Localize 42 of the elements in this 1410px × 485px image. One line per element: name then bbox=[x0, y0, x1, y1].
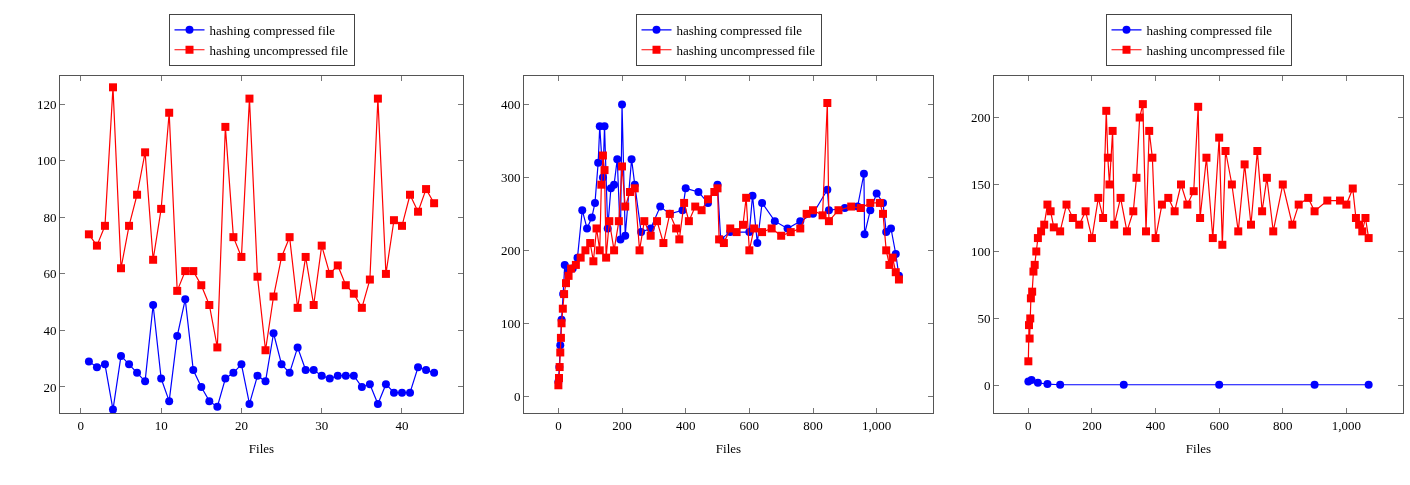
x-tick-label: 1,000 bbox=[862, 417, 892, 433]
y-tick-label: 0 bbox=[513, 388, 521, 404]
x-tick-label: 40 bbox=[395, 417, 409, 433]
y-tick-label: 40 bbox=[43, 323, 57, 338]
x-tick-label: 600 bbox=[1209, 417, 1229, 433]
x-tick-label: 800 bbox=[1273, 417, 1293, 433]
y-tick-label: 100 bbox=[970, 244, 991, 260]
x-tick-label: 600 bbox=[739, 417, 760, 433]
x-tick-label: 400 bbox=[675, 417, 696, 433]
x-tick-label: 200 bbox=[1082, 417, 1102, 433]
x-tick-label: 0 bbox=[77, 417, 85, 433]
y-tick-label: 100 bbox=[500, 315, 521, 331]
x-tick-label: 10 bbox=[154, 417, 168, 433]
y-tick-label: 200 bbox=[500, 242, 521, 258]
y-tick-label: 150 bbox=[970, 177, 991, 193]
x-tick-label: 1,000 bbox=[1331, 417, 1362, 433]
x-tick-label: 20 bbox=[234, 417, 248, 433]
x-tick-label: 30 bbox=[315, 417, 329, 433]
x-axis-title: Files bbox=[248, 441, 275, 457]
y-tick-label: 80 bbox=[43, 209, 57, 225]
x-tick-label: 200 bbox=[612, 417, 632, 433]
y-tick-label: 300 bbox=[500, 169, 521, 185]
legend-label: hashing uncompressed file bbox=[1146, 42, 1286, 58]
legend-label: hashing uncompressed file bbox=[676, 42, 816, 58]
y-tick-label: 0 bbox=[983, 377, 991, 393]
y-tick-label: 200 bbox=[970, 110, 991, 126]
x-axis-title: Files bbox=[715, 441, 742, 457]
y-tick-label: 120 bbox=[36, 96, 57, 112]
x-tick-label: 400 bbox=[1145, 417, 1166, 433]
y-tick-label: 400 bbox=[500, 97, 521, 112]
y-tick-label: 20 bbox=[43, 379, 57, 395]
y-tick-label: 50 bbox=[977, 310, 991, 326]
x-axis-title: Files bbox=[1185, 441, 1212, 457]
legend-label: hashing compressed file bbox=[676, 22, 803, 38]
x-tick-label: 800 bbox=[803, 417, 823, 433]
legend-label: hashing uncompressed file bbox=[209, 42, 349, 58]
x-tick-label: 0 bbox=[555, 417, 562, 433]
legend-label: hashing compressed file bbox=[209, 22, 336, 38]
legend-label: hashing compressed file bbox=[1146, 22, 1273, 38]
y-tick-label: 60 bbox=[43, 266, 57, 282]
x-tick-label: 0 bbox=[1025, 417, 1032, 433]
y-tick-label: 100 bbox=[36, 153, 57, 169]
